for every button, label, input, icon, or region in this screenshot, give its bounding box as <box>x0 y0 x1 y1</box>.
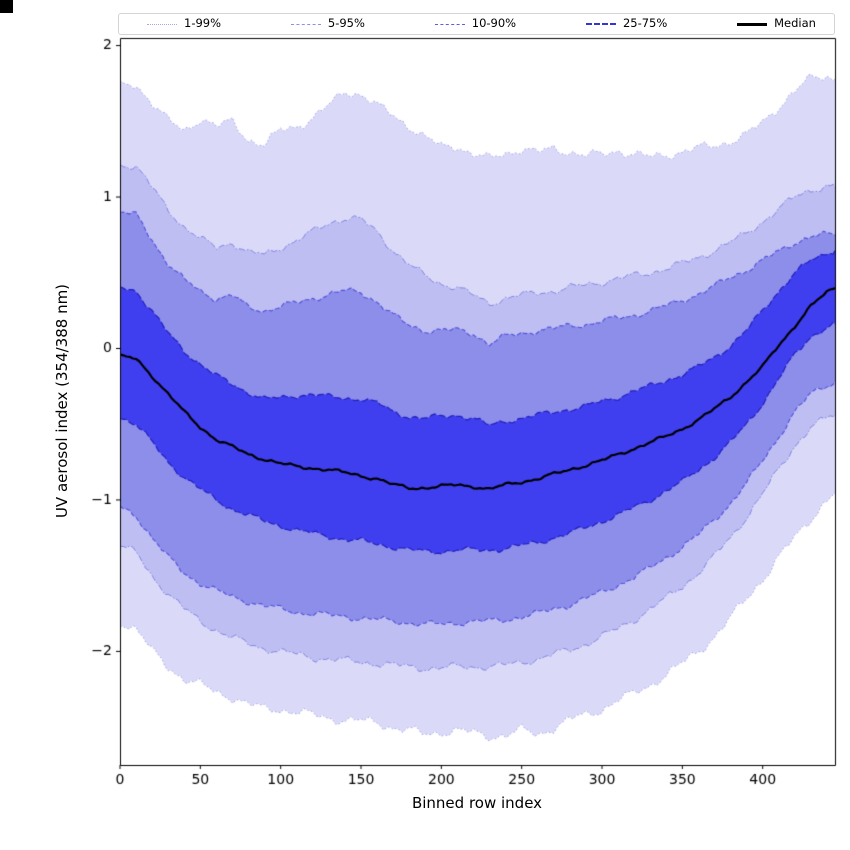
legend: 1-99% 5-95% 10-90% 25-75% Median <box>118 13 835 35</box>
legend-line-sample-icon <box>290 23 321 25</box>
legend-item-25-75-: 25-75% <box>585 16 668 31</box>
legend-label: 10-90% <box>471 16 517 31</box>
legend-line-sample-icon <box>585 23 616 25</box>
legend-label: 1-99% <box>184 16 222 31</box>
y-axis-label: UV aerosol index (354/388 nm) <box>53 283 71 519</box>
legend-line-sample-icon <box>737 22 768 26</box>
legend-line-sample-icon <box>434 23 465 25</box>
legend-item-10-90-: 10-90% <box>434 16 517 31</box>
x-axis-label: Binned row index <box>411 794 543 812</box>
legend-item-median: Median <box>737 18 816 30</box>
legend-line-sample-icon <box>147 23 177 25</box>
legend-label: 25-75% <box>622 16 668 31</box>
corner-artifact <box>0 0 13 13</box>
legend-label: 5-95% <box>327 16 365 31</box>
legend-label: Median <box>774 16 816 31</box>
legend-item-5-95-: 5-95% <box>290 16 365 31</box>
legend-item-1-99-: 1-99% <box>147 18 221 30</box>
